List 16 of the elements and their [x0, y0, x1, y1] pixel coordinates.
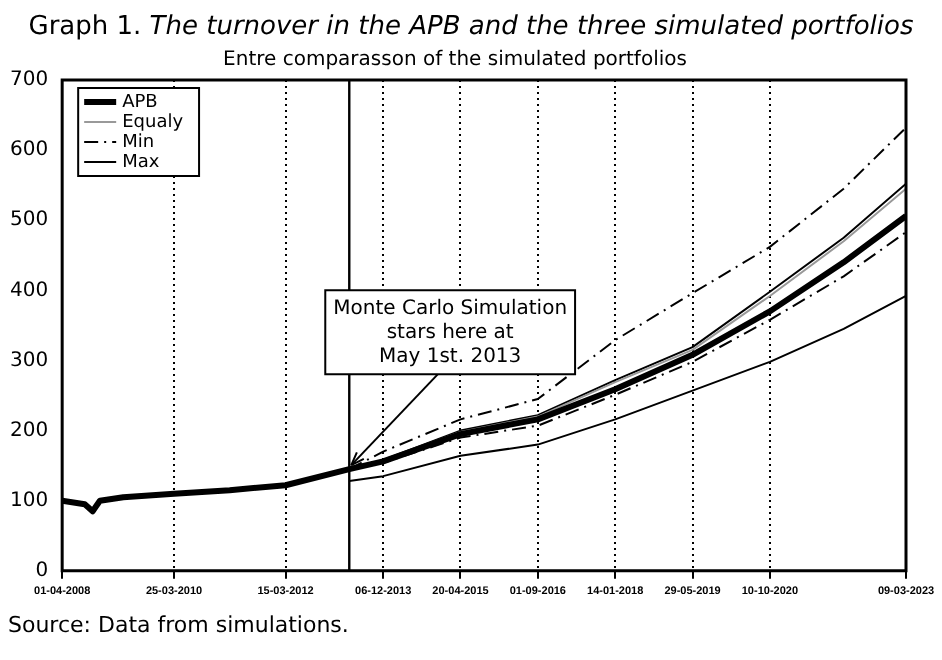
y-tick-label: 400 — [9, 279, 49, 302]
y-tick-label: 100 — [9, 489, 49, 512]
source-note: Source: Data from simulations. — [8, 612, 349, 638]
y-tick-label: 700 — [9, 69, 49, 92]
y-tick-label: 200 — [9, 419, 49, 442]
legend-label: Equaly — [122, 112, 185, 133]
y-tick-label: 500 — [9, 209, 49, 232]
y-tick-label: 300 — [9, 349, 49, 372]
y-tick-label: 0 — [35, 559, 49, 582]
y-tick-label: 600 — [9, 139, 49, 162]
chart-title: Graph 1. The turnover in the APB and the three simulated portfolios — [26, 12, 916, 42]
legend-label: Max — [122, 152, 161, 173]
legend-label: APB — [122, 92, 158, 113]
legend-label: Min — [122, 132, 155, 153]
chart-subtitle: Entre comparasson of the simulated portfolios — [223, 49, 687, 72]
annotation: Monte Carlo Simulation stars here at May 1st. 2013 — [333, 297, 568, 368]
